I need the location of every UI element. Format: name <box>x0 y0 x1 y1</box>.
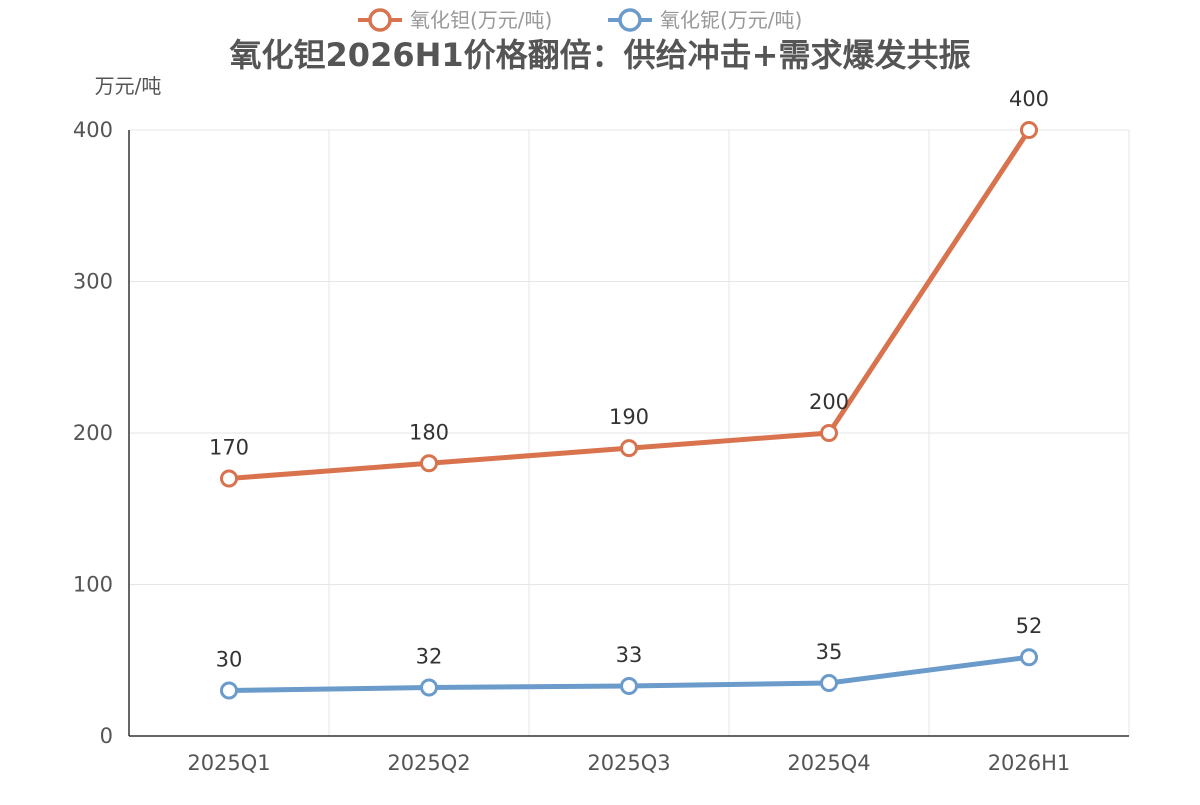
data-label: 170 <box>209 435 249 459</box>
legend-marker-icon <box>368 8 392 32</box>
legend-item: 氧化铌(万元/吨) <box>608 8 802 32</box>
y-axis-unit-label: 万元/吨 <box>95 74 162 98</box>
chart-title: 氧化钽2026H1价格翻倍：供给冲击+需求爆发共振 <box>230 36 971 74</box>
x-tick-label: 2025Q3 <box>587 751 670 775</box>
legend-marker-icon <box>618 8 642 32</box>
legend-item: 氧化钽(万元/吨) <box>358 8 552 32</box>
data-label: 52 <box>1016 614 1043 638</box>
data-point <box>620 439 638 458</box>
legend: 氧化钽(万元/吨) 氧化铌(万元/吨) <box>358 8 802 32</box>
legend-label: 氧化铌(万元/吨) <box>660 8 802 32</box>
axis-layer: 0 100 200 300 400 2025Q1 2025Q2 2025Q3 2025Q4 202… <box>73 118 1129 775</box>
y-tick-label: 100 <box>73 573 113 597</box>
legend-label: 氧化钽(万元/吨) <box>410 8 552 32</box>
y-tick-label: 200 <box>73 421 113 445</box>
grid-layer <box>129 129 1130 736</box>
data-label: 200 <box>809 390 849 414</box>
data-label: 30 <box>216 648 243 672</box>
data-point <box>620 677 638 696</box>
data-label-layer: 170 180 190 200 400 30 32 33 35 52 <box>209 87 1049 672</box>
data-point <box>420 454 438 473</box>
data-point <box>220 681 238 700</box>
data-point <box>420 678 438 697</box>
y-tick-label: 300 <box>73 270 113 294</box>
x-tick-label: 2025Q2 <box>387 751 470 775</box>
data-point <box>820 673 838 692</box>
data-label: 33 <box>616 643 643 667</box>
data-label: 190 <box>609 405 649 429</box>
data-label: 180 <box>409 420 449 444</box>
y-tick-label: 0 <box>100 724 113 748</box>
data-point <box>220 469 238 488</box>
y-tick-label: 400 <box>73 118 113 142</box>
data-point <box>1020 121 1038 139</box>
x-tick-label: 2025Q1 <box>187 751 270 775</box>
data-point <box>1020 648 1038 667</box>
x-tick-label: 2026H1 <box>988 751 1071 775</box>
series-layer <box>220 121 1038 700</box>
data-point <box>820 424 838 442</box>
x-tick-label: 2025Q4 <box>787 751 870 775</box>
data-label: 32 <box>416 645 443 669</box>
data-label: 35 <box>816 640 843 664</box>
data-label: 400 <box>1009 87 1049 111</box>
